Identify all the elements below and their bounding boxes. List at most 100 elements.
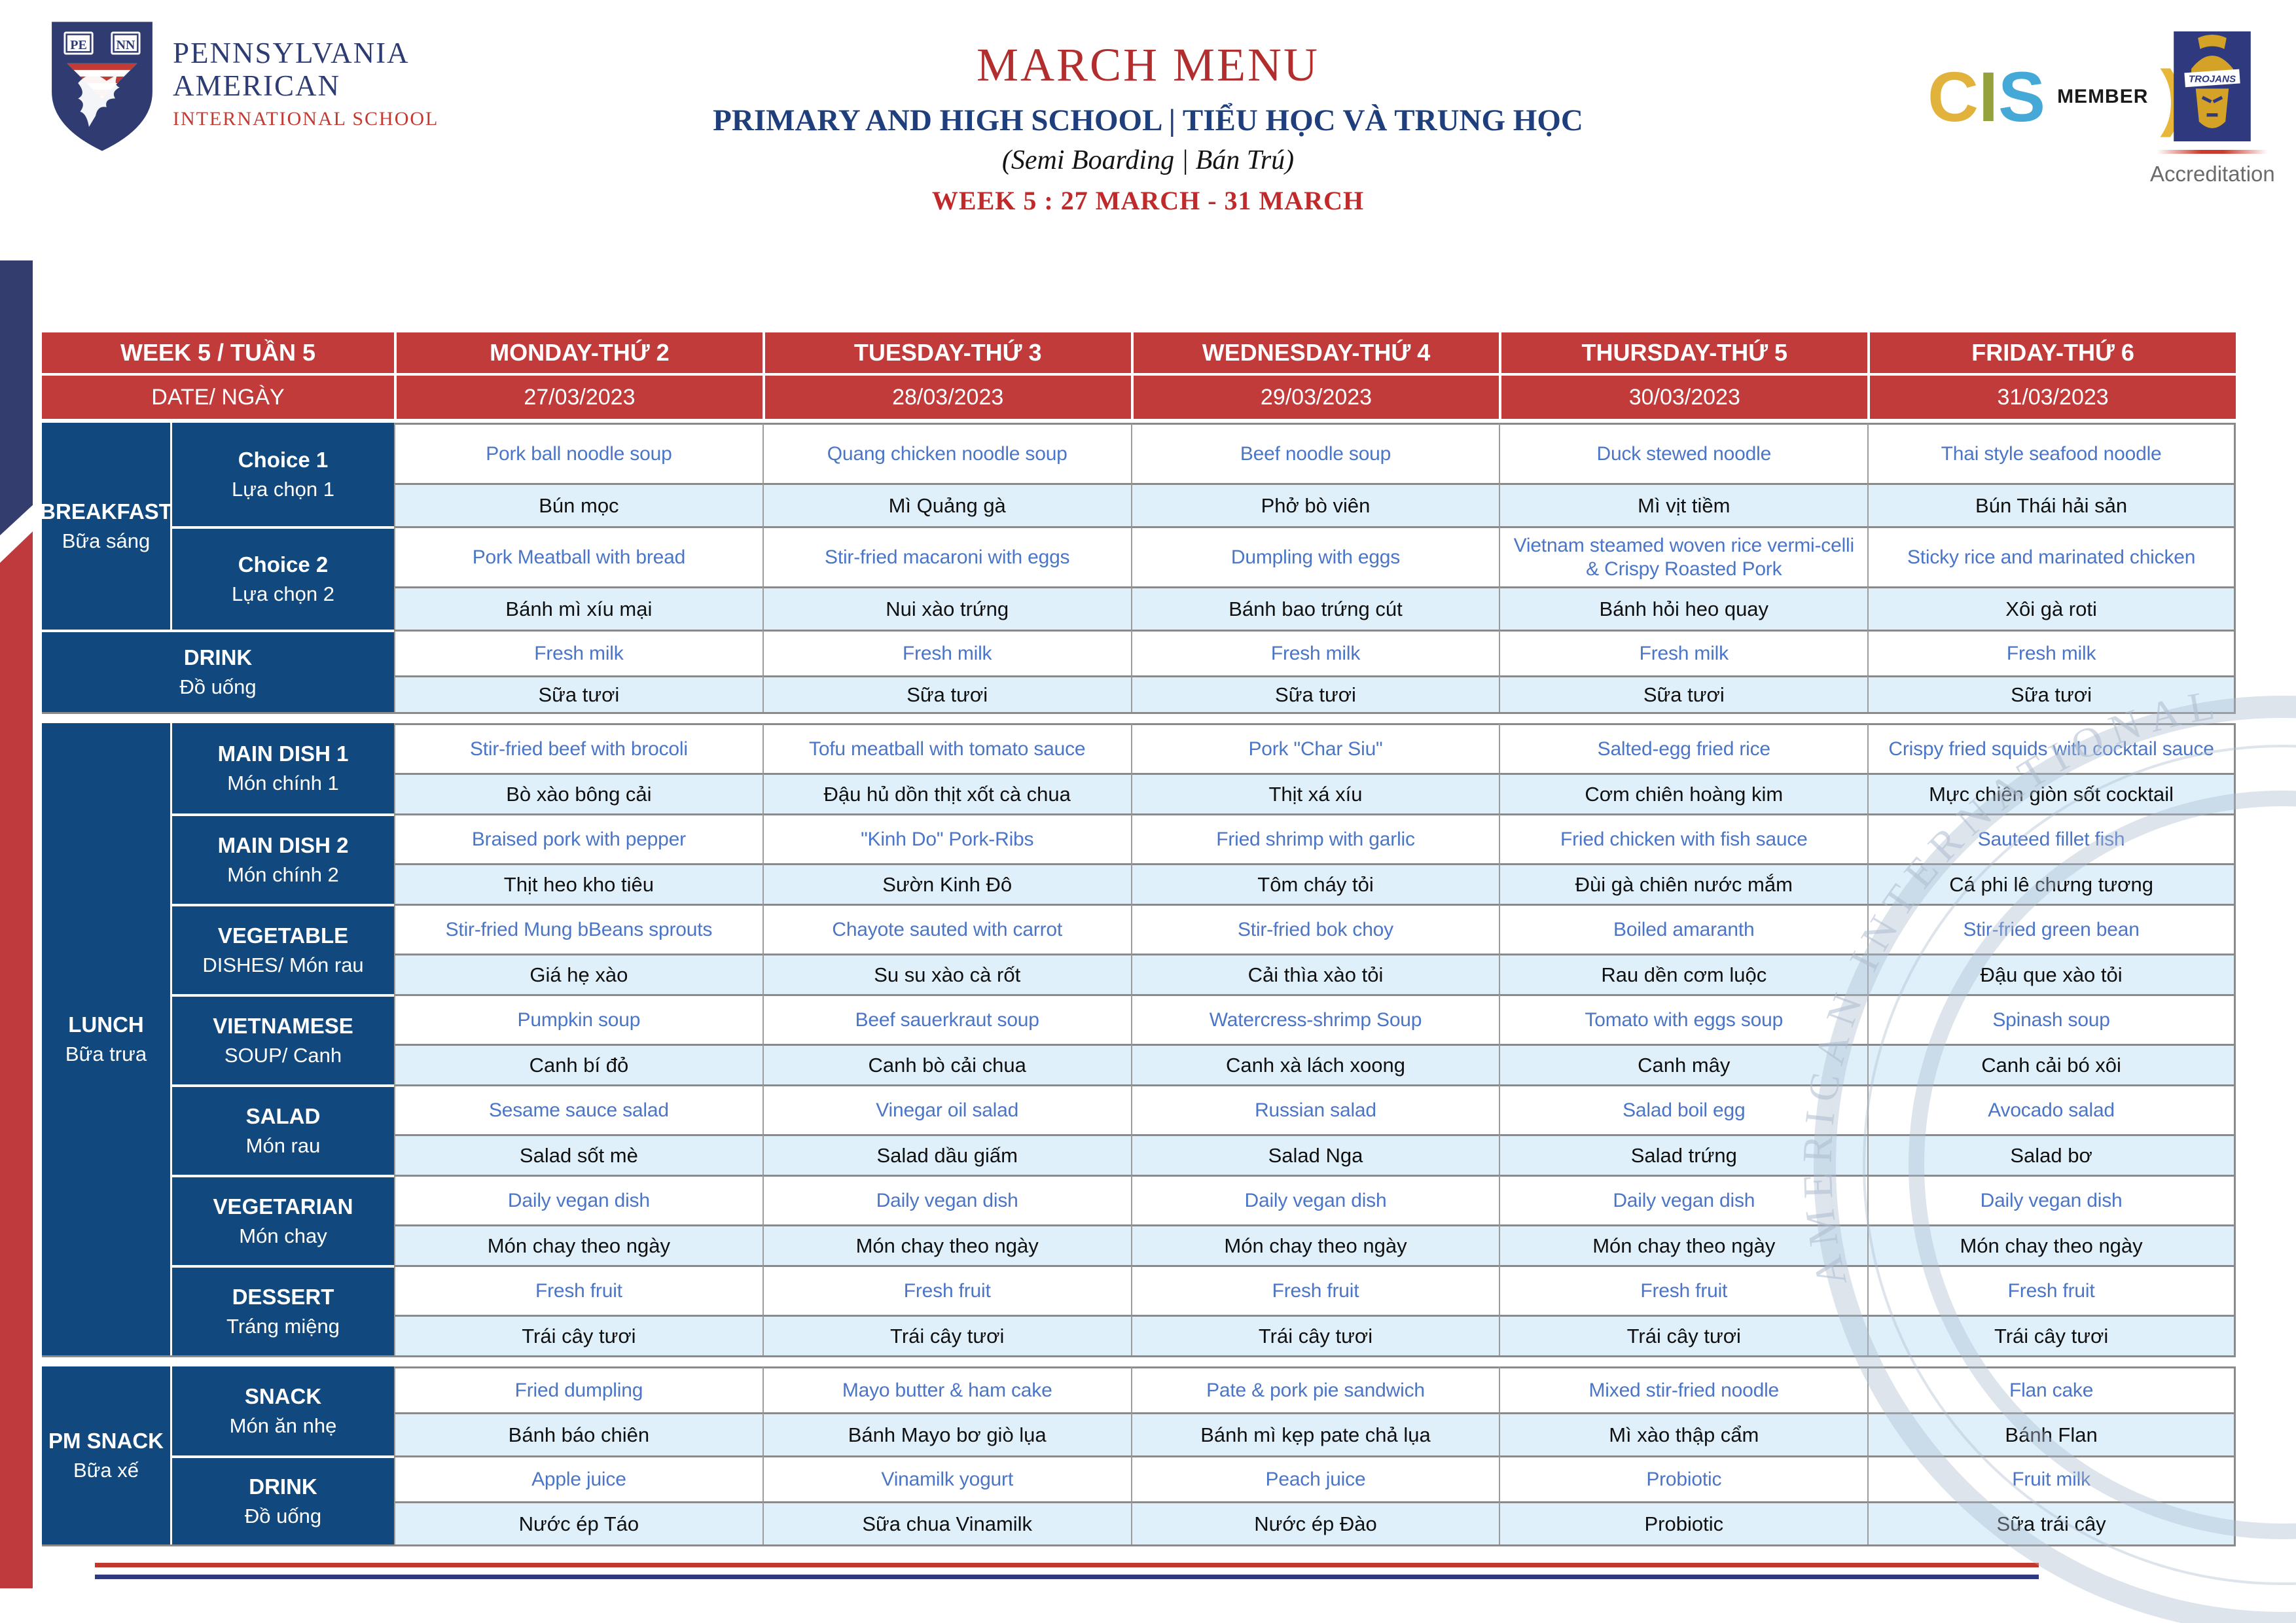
menu-item-vi: Su su xào cà rốt (762, 954, 1131, 994)
menu-item-vi: Phở bò viên (1130, 483, 1499, 526)
date-wednesday: 29/03/2023 (1130, 373, 1499, 419)
section-drink-breakfast: DRINK Đồ uống Fresh milk Sữa tươi Fresh milk… (42, 630, 2236, 714)
menu-item-vi: Nước ép Đào (1130, 1501, 1499, 1544)
menu-item-en: Pumpkin soup (394, 994, 762, 1044)
menu-item-en: Stir-fried green bean (1867, 904, 2236, 954)
menu-item-en: Stir-fried Mung bBeans sprouts (394, 904, 762, 954)
menu-item-en: Flan cake (1867, 1366, 2236, 1412)
group-label: Choice 2 Lựa chọn 2 (170, 526, 394, 630)
group-label-vi: SOUP/ Canh (224, 1044, 342, 1067)
section-label-vi: Đồ uống (179, 675, 257, 699)
menu-item-en: Mixed stir-fried noodle (1499, 1366, 1868, 1412)
date-thursday: 30/03/2023 (1499, 373, 1868, 419)
menu-sections: BREAKFAST Bữa sáng Choice 1 Lựa chọn 1 Pork … (40, 423, 2236, 1546)
menu-item-vi: Sườn Kinh Đô (762, 863, 1131, 904)
menu-item-en: Fresh fruit (394, 1265, 762, 1315)
menu-item-vi: Canh cải bó xôi (1867, 1044, 2236, 1084)
section-lunch: LUNCH Bữa trưa MAIN DISH 1 Món chính 1 Stir-… (42, 723, 2236, 1357)
menu-item-vi: Món chay theo ngày (394, 1224, 762, 1265)
group-label-en: DESSERT (232, 1284, 334, 1309)
cis-member-label: MEMBER (2057, 86, 2149, 107)
menu-item-vi: Món chay theo ngày (1130, 1224, 1499, 1265)
menu-item-vi: Bánh hỏi heo quay (1499, 586, 1868, 630)
date-friday: 31/03/2023 (1867, 373, 2236, 419)
menu-item-vi: Salad Nga (1130, 1134, 1499, 1175)
menu-item-vi: Món chay theo ngày (1499, 1224, 1868, 1265)
menu-item-vi: Trái cây tươi (1130, 1315, 1499, 1355)
cis-letter-i: I (1979, 57, 1999, 136)
menu-item-en: Boiled amaranth (1499, 904, 1868, 954)
boarding-note: (Semi Boarding | Bán Trú) (1001, 145, 1295, 175)
group-label-vi: DISHES/ Món rau (202, 954, 364, 977)
menu-item-en: Stir-fried bok choy (1130, 904, 1499, 954)
school-name-line1: PENNSYLVANIA (173, 37, 410, 69)
group-label: SNACK Món ăn nhẹ (170, 1366, 394, 1455)
menu-item-vi: Rau dền cơm luộc (1499, 954, 1868, 994)
menu-item-en: Salted-egg fried rice (1499, 723, 1868, 773)
menu-item-vi: Sữa tươi (1867, 675, 2236, 712)
menu-item-vi: Salad dầu giấm (762, 1134, 1131, 1175)
shield-monogram-pe: PE (70, 38, 87, 52)
menu-item-en: Fresh fruit (762, 1265, 1131, 1315)
menu-item-en: Pork Meatball with bread (394, 526, 762, 586)
menu-item-vi: Bánh mì kẹp pate chả lụa (1130, 1412, 1499, 1455)
menu-item-en: Crispy fried squids with cocktail sauce (1867, 723, 2236, 773)
group-label-en: VEGETABLE (217, 923, 349, 948)
menu-item-vi: Salad bơ (1867, 1134, 2236, 1175)
menu-item-vi: Trái cây tươi (1867, 1315, 2236, 1355)
menu-item-vi: Sữa chua Vinamilk (762, 1501, 1131, 1544)
header-wednesday: WEDNESDAY-THỨ 4 (1130, 332, 1499, 373)
menu-item-en: Beef noodle soup (1130, 423, 1499, 483)
section-label-pm-snack: PM SNACK Bữa xế (42, 1366, 170, 1544)
group-label-en: Choice 1 (238, 447, 329, 472)
menu-item-en: Stir-fried beef with brocoli (394, 723, 762, 773)
section-label-breakfast: BREAKFAST Bữa sáng (40, 423, 172, 630)
title-block: MARCH MENU PRIMARY AND HIGH SCHOOL | TIỂ… (493, 38, 1803, 216)
section-label-en: BREAKFAST (40, 499, 172, 524)
group-label: VIETNAMESE SOUP/ Canh (170, 994, 394, 1084)
shield-monogram-nn: NN (116, 38, 135, 52)
cis-letter-s: S (1998, 57, 2046, 136)
menu-item-en: Vinamilk yogurt (762, 1455, 1131, 1501)
menu-item-en: Tomato with eggs soup (1499, 994, 1868, 1044)
menu-item-vi: Cải thìa xào tỏi (1130, 954, 1499, 994)
menu-item-vi: Sữa trái cây (1867, 1501, 2236, 1544)
group-label-en: MAIN DISH 1 (217, 741, 349, 766)
menu-item-vi: Thịt heo kho tiêu (394, 863, 762, 904)
menu-item-en: Spinash soup (1867, 994, 2236, 1044)
group-label-vi: Đồ uống (244, 1505, 322, 1528)
menu-item-en: Beef sauerkraut soup (762, 994, 1131, 1044)
date-label-cell: DATE/ NGÀY (42, 373, 394, 419)
group-label: DESSERT Tráng miệng (170, 1265, 394, 1355)
footer-rule-navy (95, 1575, 2039, 1579)
footer-rule-red (95, 1563, 2039, 1567)
menu-item-en: Sticky rice and marinated chicken (1867, 526, 2236, 586)
group-label-vi: Lựa chọn 1 (232, 478, 334, 501)
eagle-icon (78, 74, 120, 127)
menu-item-vi: Sữa tươi (394, 675, 762, 712)
group-label-en: VIETNAMESE (213, 1013, 353, 1038)
page-subtitle: PRIMARY AND HIGH SCHOOL | TIỂU HỌC VÀ TR… (713, 103, 1583, 137)
section-breakfast: BREAKFAST Bữa sáng Choice 1 Lựa chọn 1 Pork … (40, 423, 2236, 630)
school-name-line2: AMERICAN (173, 69, 341, 103)
header-monday: MONDAY-THỨ 2 (394, 332, 762, 373)
menu-item-en: Daily vegan dish (1867, 1175, 2236, 1224)
menu-item-vi: Sữa tươi (762, 675, 1131, 712)
menu-item-en: Stir-fried macaroni with eggs (762, 526, 1131, 586)
group-label-vi: Tráng miệng (226, 1315, 340, 1338)
menu-item-en: Thai style seafood noodle (1867, 423, 2236, 483)
menu-item-vi: Trái cây tươi (1499, 1315, 1868, 1355)
menu-table: WEEK 5 / TUẦN 5 MONDAY-THỨ 2 TUESDAY-THỨ… (40, 332, 2236, 1546)
menu-item-en: Quang chicken noodle soup (762, 423, 1131, 483)
menu-item-en: Fresh fruit (1499, 1265, 1868, 1315)
menu-item-vi: Bò xào bông cải (394, 773, 762, 813)
menu-item-en: Fried shrimp with garlic (1130, 813, 1499, 863)
accreditation-block: TROJANS Accreditation (2150, 31, 2275, 187)
menu-item-en: Fruit milk (1867, 1455, 2236, 1501)
header-tuesday: TUESDAY-THỨ 3 (762, 332, 1131, 373)
section-label-lunch: LUNCH Bữa trưa (42, 723, 170, 1355)
group-label-en: Choice 2 (238, 552, 329, 577)
date-tuesday: 28/03/2023 (762, 373, 1131, 419)
group-label: MAIN DISH 1 Món chính 1 (170, 723, 394, 813)
